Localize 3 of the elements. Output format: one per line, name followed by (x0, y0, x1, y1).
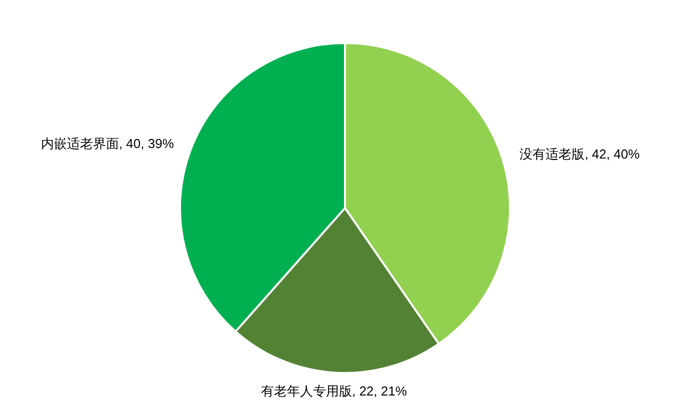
slice-label: 内嵌适老界面, 40, 39% (40, 136, 174, 152)
slice-label: 有老年人专用版, 22, 21% (260, 384, 408, 399)
slice-label: 没有适老版, 42, 40% (520, 146, 640, 162)
